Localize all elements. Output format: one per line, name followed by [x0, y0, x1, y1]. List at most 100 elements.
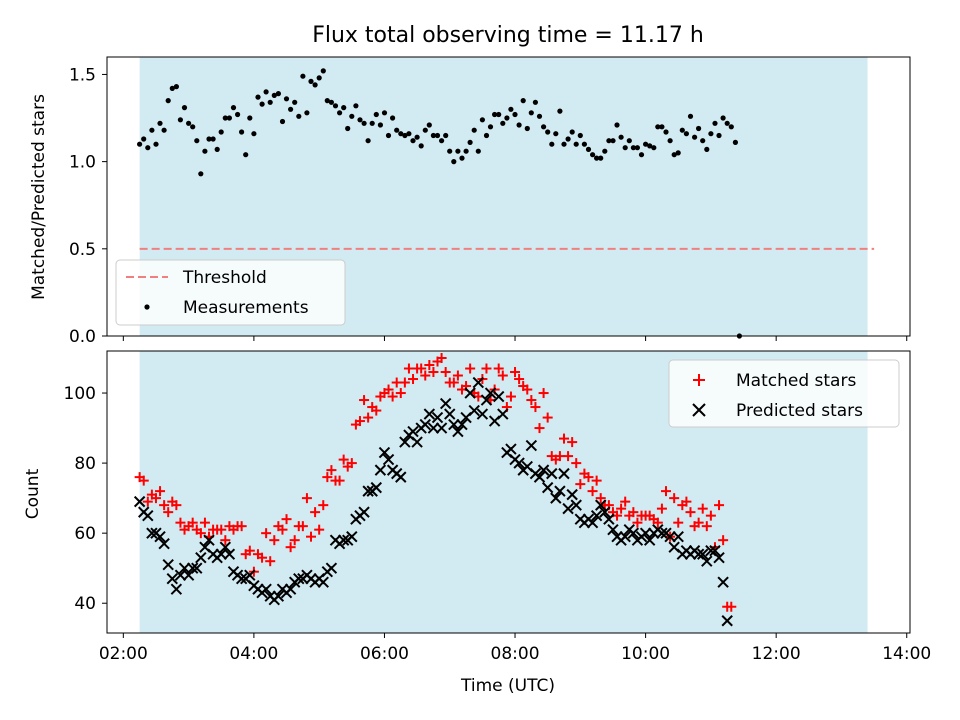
count-plot-frame — [106, 350, 911, 634]
matched-star-point — [575, 479, 586, 490]
measurement-point — [320, 68, 326, 74]
measurement-point — [381, 110, 388, 116]
x-tick-label: 10:00 — [621, 644, 670, 664]
measurements-legend-icon — [144, 304, 150, 310]
ratio-y-ticks: 0.0 0.5 1.0 1.5 — [69, 65, 107, 347]
matched-star-point — [338, 454, 349, 465]
measurement-point — [479, 117, 485, 123]
matched-star-point — [701, 521, 712, 532]
matched-star-point — [318, 500, 329, 511]
predicted-star-point — [480, 394, 493, 406]
predicted-star-point — [607, 523, 619, 536]
measurement-point — [263, 89, 269, 95]
measurement-point — [569, 129, 575, 135]
measurement-point — [194, 138, 200, 144]
predicted-star-point — [431, 411, 444, 424]
measurement-point — [353, 103, 359, 109]
measurement-point — [496, 111, 502, 118]
predicted-star-point — [133, 495, 146, 508]
matched-star-point — [269, 535, 280, 546]
measurement-point — [426, 122, 432, 128]
matched-star-point — [359, 395, 370, 406]
measurement-point — [581, 141, 588, 147]
predicted-star-point — [444, 408, 456, 420]
matched-star-point — [326, 465, 337, 476]
y-tick-label: 80 — [74, 454, 96, 474]
matched-star-point — [395, 388, 406, 399]
measurement-point — [647, 143, 653, 149]
matched-star-point — [424, 360, 435, 371]
predicted-star-point — [154, 530, 166, 543]
matched-star-point — [314, 524, 325, 535]
measurement-point — [300, 73, 306, 79]
ratio-y-axis-label: Matched/Predicted stars — [29, 94, 49, 300]
predicted-star-point — [541, 481, 554, 494]
measurement-point — [487, 124, 494, 130]
y-tick-label: 40 — [74, 594, 96, 614]
measurement-point — [181, 105, 188, 111]
measurement-point — [520, 98, 526, 104]
threshold-legend-label: Threshold — [182, 268, 267, 288]
measurement-point — [700, 138, 706, 144]
measurement-point — [206, 136, 212, 142]
measurement-point — [630, 145, 637, 151]
x-tick-label: 12:00 — [752, 644, 801, 664]
predicted-star-point — [358, 506, 370, 518]
measurement-point — [492, 111, 498, 118]
predicted-star-point — [533, 471, 546, 483]
measurement-point — [406, 131, 412, 137]
matched-star-point — [428, 367, 439, 378]
matched-star-point — [440, 367, 451, 378]
matched-star-point — [542, 412, 553, 423]
matched-star-point — [175, 517, 186, 528]
measurement-point — [418, 143, 424, 149]
predicted-star-point — [162, 558, 174, 571]
measurement-point — [651, 145, 657, 151]
matched-star-point — [534, 423, 545, 434]
matched-star-point — [399, 377, 410, 388]
matched-star-point — [155, 486, 166, 497]
predicted-star-point — [174, 569, 187, 581]
measurement-point — [304, 110, 310, 116]
predicted-star-point — [203, 534, 215, 546]
measurement-point — [467, 139, 473, 145]
x-tick-label: 08:00 — [491, 644, 540, 664]
matched-star-point — [257, 552, 268, 563]
measurement-point — [357, 117, 363, 123]
measurement-point — [218, 129, 224, 135]
predicted-star-point — [260, 583, 272, 595]
measurement-point — [545, 129, 551, 135]
matched-star-point — [354, 416, 365, 427]
measurement-point — [161, 127, 167, 133]
measurement-point — [271, 92, 277, 98]
measurement-point — [508, 106, 514, 112]
measurement-point — [177, 117, 183, 123]
predicted-star-point — [590, 509, 603, 522]
measurement-point — [328, 99, 334, 105]
predicted-star-point — [395, 471, 407, 483]
matched-star-point — [652, 517, 663, 528]
measurement-point — [500, 120, 506, 126]
matched-star-point — [416, 363, 427, 374]
predicted-star-point — [346, 530, 358, 543]
measurement-point — [422, 127, 428, 133]
measurement-point — [557, 108, 563, 114]
matched-star-point — [563, 451, 574, 462]
matched-star-point — [322, 472, 333, 483]
predicted-star-point — [697, 548, 709, 560]
measurement-point — [614, 122, 620, 128]
measurement-point — [528, 110, 534, 116]
matched-star-point — [199, 517, 210, 528]
count-y-ticks: 40 60 80 100 — [64, 384, 107, 614]
measurement-point — [598, 155, 604, 161]
predicted-star-point — [505, 443, 517, 455]
matched-star-point — [673, 517, 684, 528]
predicted-star-point — [399, 436, 411, 448]
matched-star-point — [216, 524, 227, 535]
predicted-legend-icon — [692, 403, 706, 417]
measurement-point — [369, 120, 375, 126]
measurement-point — [169, 85, 175, 91]
y-tick-label: 100 — [64, 384, 96, 404]
measurement-point — [455, 148, 461, 154]
measurement-point — [536, 113, 543, 119]
